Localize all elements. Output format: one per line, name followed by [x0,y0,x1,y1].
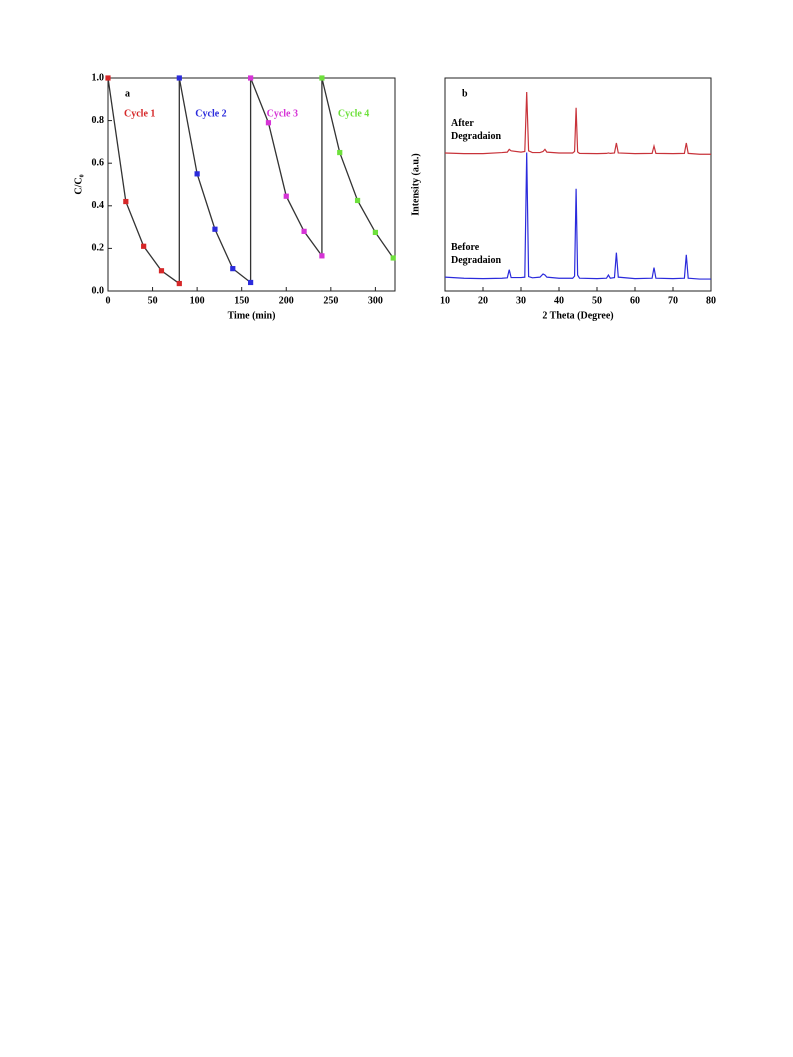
marker [248,75,254,81]
series-label: After Degradaion [451,117,501,142]
marker [212,226,218,232]
y-tick-label: 0.0 [92,285,105,296]
series-label: Cycle 1 [124,108,155,119]
y-tick-label: 0.6 [92,157,105,168]
series-label: Cycle 2 [195,108,226,119]
marker [283,193,289,199]
marker [105,75,111,81]
marker [319,75,325,81]
y-tick-label: 0.4 [92,200,105,211]
panel-label: a [125,88,130,99]
x-axis-title: 2 Theta (Degree) [542,310,613,321]
marker [337,149,343,156]
marker [194,171,200,177]
y-axis-title: C/C₀ [73,174,84,194]
x-tick-label: 0 [106,295,111,306]
x-tick-label: 10 [440,295,450,306]
x-tick-label: 200 [279,295,294,306]
marker [319,253,325,259]
marker [176,75,182,81]
x-axis-title: Time (min) [228,310,276,321]
x-tick-label: 300 [368,295,383,306]
marker [176,280,182,287]
y-tick-label: 0.2 [92,243,105,254]
marker [354,197,361,204]
series-line [444,152,711,280]
x-tick-label: 100 [190,295,205,306]
marker [141,243,147,249]
series-line [321,77,394,259]
series-label-box: Before Degradaion [451,242,501,267]
marker [230,266,236,272]
x-tick-label: 40 [554,295,564,306]
x-tick-label: 50 [592,295,602,306]
x-tick-label: 250 [323,295,338,306]
series-label: Cycle 4 [338,108,369,119]
x-tick-label: 50 [148,295,158,306]
y-axis-title: Intensity (a.u.) [410,153,421,216]
series-label: Before Degradaion [451,242,501,267]
x-tick-label: 20 [478,295,488,306]
marker [248,279,254,286]
x-tick-label: 30 [516,295,526,306]
marker [265,120,272,126]
series-label-box: After Degradaion [451,117,501,142]
y-tick-label: 0.8 [92,115,105,126]
x-tick-label: 80 [706,295,716,306]
marker [158,268,165,274]
panel-label: b [462,88,468,99]
x-tick-label: 60 [630,295,640,306]
marker [123,198,129,205]
series-line [444,92,711,155]
marker [301,228,307,234]
x-tick-label: 150 [234,295,249,306]
marker [372,229,378,236]
marker [390,255,396,261]
y-tick-label: 1.0 [92,72,105,83]
series-label: Cycle 3 [267,108,298,119]
series-line [250,77,323,257]
plot-frame [444,77,712,292]
x-tick-label: 70 [668,295,678,306]
